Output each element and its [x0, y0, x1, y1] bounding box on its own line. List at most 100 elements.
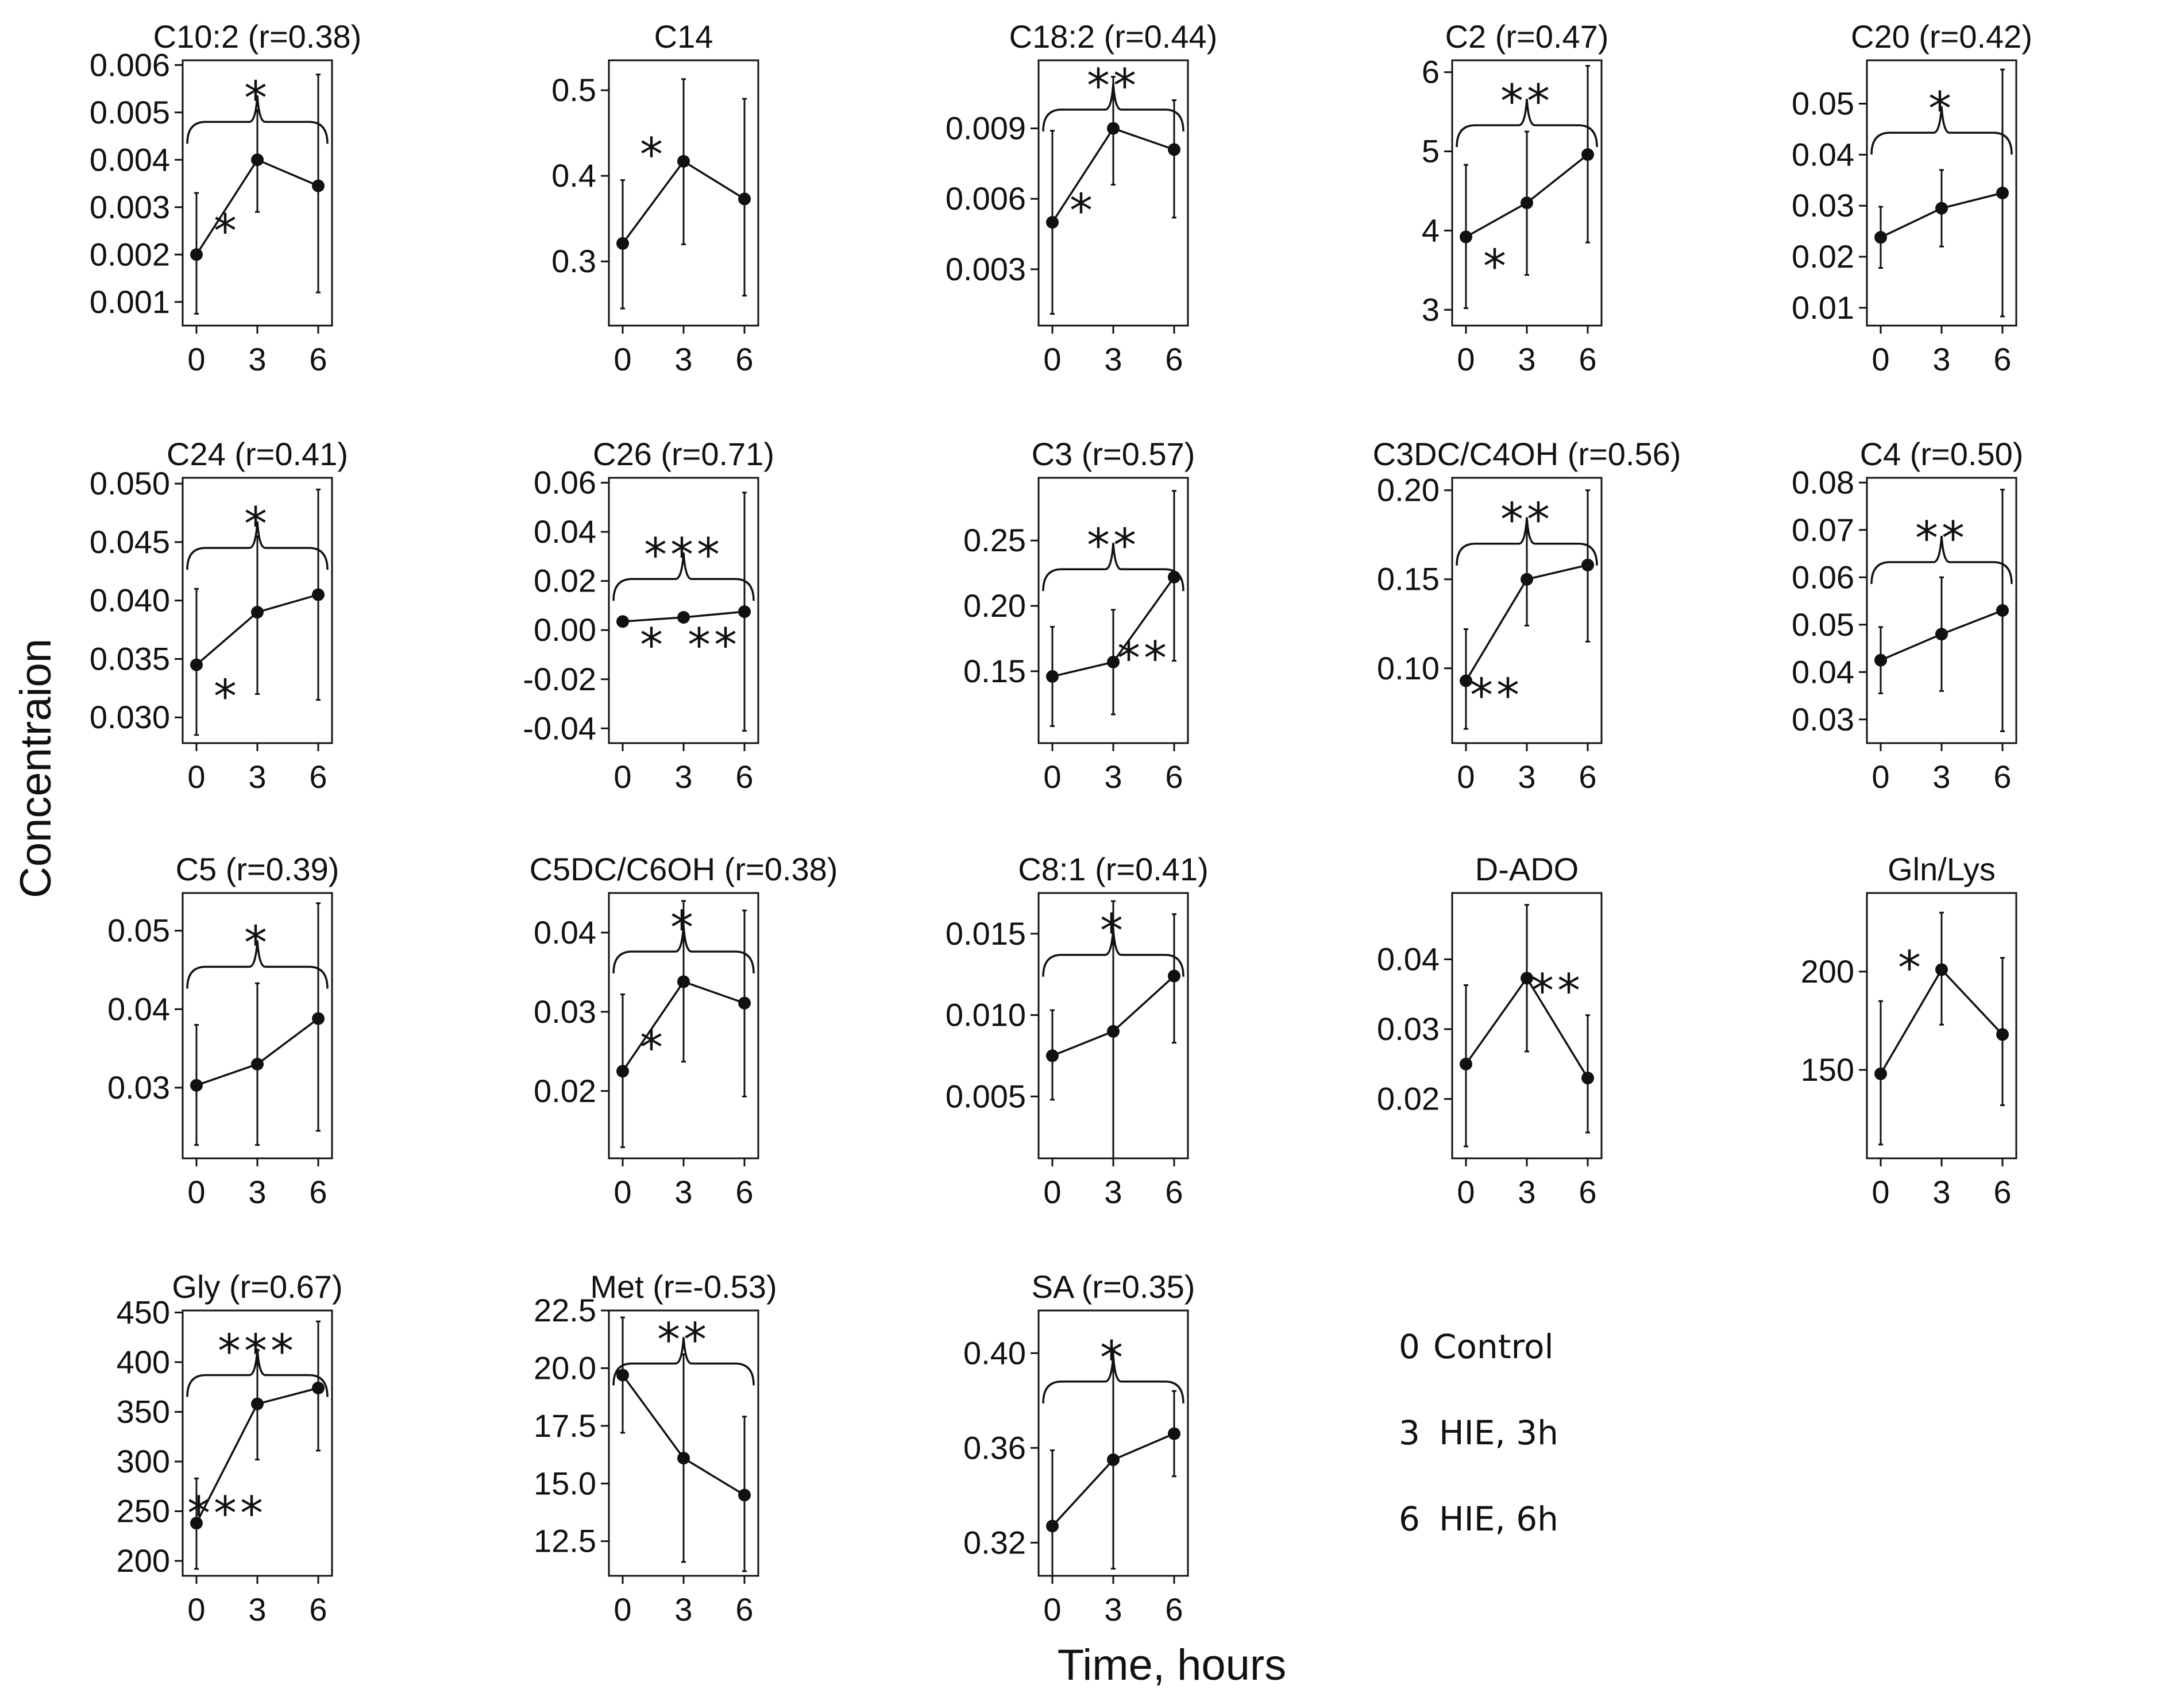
- x-tick-label: 0: [1457, 759, 1475, 795]
- x-tick-label: 6: [735, 341, 753, 377]
- data-point: [1521, 972, 1533, 985]
- y-tick-label: 350: [117, 1393, 170, 1429]
- panels: C10:2 (r=0.38)0.0010.0020.0030.0040.0050…: [90, 18, 2032, 1627]
- pair-stars: *: [640, 618, 666, 672]
- pair-stars: **: [1117, 632, 1170, 685]
- x-tick-label: 0: [187, 341, 205, 377]
- y-tick-label: 200: [1801, 953, 1854, 989]
- panel-12: C8:1 (r=0.41) 0.005 0.010 0.015 0 3 6 *: [946, 851, 1209, 1210]
- panel-17: SA (r=0.35) 0.32 0.36 0.40 0 3 6 *: [963, 1269, 1195, 1627]
- panel-title: C5DC/C6OH (r=0.38): [530, 851, 838, 887]
- y-tick-label: 0.04: [1377, 941, 1440, 977]
- data-point: [1460, 1057, 1472, 1070]
- y-tick-label: 15.0: [534, 1465, 596, 1501]
- y-tick-label: 150: [1801, 1051, 1854, 1088]
- data-point: [1581, 148, 1594, 161]
- pair-stars: *: [1070, 184, 1096, 238]
- bracket-stars: *: [1100, 904, 1126, 958]
- data-point: [616, 1368, 629, 1382]
- data-point: [1521, 573, 1533, 586]
- bracket-stars: **: [1915, 512, 1968, 565]
- pair-stars: **: [1470, 668, 1523, 722]
- y-tick-label: 0.02: [1792, 238, 1854, 275]
- significance-bracket: [1456, 98, 1598, 148]
- data-point: [616, 1065, 629, 1078]
- panel-title: C26 (r=0.71): [593, 436, 774, 472]
- data-point: [1874, 231, 1887, 244]
- pair-stars: **: [1531, 964, 1584, 1018]
- significance-bracket: [186, 95, 329, 144]
- x-tick-label: 6: [1165, 341, 1183, 377]
- data-point: [677, 975, 690, 988]
- legend-code-6: 6: [1399, 1499, 1420, 1538]
- panel-title: C20 (r=0.42): [1851, 18, 2032, 55]
- y-tick-label: 0.040: [90, 582, 170, 618]
- x-tick-label: 0: [1872, 1174, 1889, 1210]
- bracket-stars: ***: [218, 1324, 297, 1378]
- x-tick-label: 0: [1043, 341, 1061, 377]
- x-tick-label: 0: [1872, 341, 1889, 377]
- data-point: [251, 1057, 264, 1070]
- y-tick-label: 0.035: [90, 640, 170, 676]
- y-tick-label: 0.40: [963, 1335, 1026, 1371]
- pair-stars: ***: [187, 1487, 267, 1540]
- y-tick-label: 0.04: [107, 991, 170, 1027]
- x-tick-label: 6: [309, 341, 327, 377]
- x-tick-label: 3: [248, 1591, 266, 1627]
- panel-9: C4 (r=0.50) 0.03 0.04 0.05 0.06 0.07 0.08 0 3 6 **: [1792, 436, 2023, 795]
- pair-stars: *: [640, 128, 666, 181]
- x-tick-label: 0: [613, 759, 631, 795]
- panel-title: C5 (r=0.39): [176, 851, 339, 887]
- data-point: [677, 1452, 690, 1465]
- data-point: [1935, 963, 1948, 976]
- x-tick-label: 0: [613, 341, 631, 377]
- legend-code-0: 0: [1399, 1327, 1420, 1366]
- bracket-stars: ***: [644, 528, 723, 582]
- data-point: [1046, 216, 1059, 229]
- significance-bracket: [1042, 928, 1184, 977]
- y-tick-label: 0.15: [963, 653, 1026, 689]
- data-point: [1996, 187, 2009, 199]
- significance-bracket: [1456, 517, 1598, 566]
- x-tick-label: 3: [674, 341, 692, 377]
- x-tick-label: 6: [1165, 759, 1183, 795]
- y-tick-label: 200: [117, 1543, 170, 1579]
- y-tick-label: 0.04: [1792, 136, 1854, 172]
- data-point: [738, 996, 751, 1010]
- x-tick-label: 0: [1457, 1174, 1475, 1210]
- y-tick-label: 5: [1422, 133, 1440, 169]
- panel-title: D-ADO: [1475, 851, 1579, 887]
- bracket-stars: **: [657, 1313, 710, 1366]
- y-tick-label: 250: [117, 1493, 170, 1529]
- y-tick-label: 0.05: [107, 913, 170, 949]
- panel-title: C3DC/C4OH (r=0.56): [1373, 436, 1681, 472]
- data-point: [738, 605, 751, 618]
- x-tick-label: 0: [613, 1591, 631, 1627]
- x-tick-label: 6: [735, 759, 753, 795]
- panel-title: C4 (r=0.50): [1860, 436, 2024, 472]
- legend-code-3: 3: [1399, 1413, 1420, 1452]
- significance-bracket: [186, 521, 329, 570]
- y-tick-label: 0.04: [1792, 654, 1854, 690]
- y-tick-label: 0.06: [534, 465, 596, 501]
- y-tick-label: 0.32: [963, 1524, 1026, 1560]
- x-tick-label: 6: [1579, 759, 1596, 795]
- data-point: [312, 179, 325, 192]
- data-point: [1996, 604, 2009, 617]
- data-point: [616, 615, 629, 628]
- panel-title: C2 (r=0.47): [1445, 18, 1609, 55]
- x-tick-label: 3: [1518, 1174, 1535, 1210]
- data-point: [251, 606, 264, 619]
- data-point: [312, 1012, 325, 1025]
- y-tick-label: 0.08: [1792, 464, 1854, 500]
- x-tick-label: 0: [187, 759, 205, 795]
- y-tick-label: 0.005: [946, 1078, 1026, 1114]
- significance-bracket: [612, 925, 755, 974]
- y-tick-label: 0.02: [1377, 1081, 1440, 1117]
- significance-bracket: [612, 1337, 755, 1386]
- data-point: [1874, 1067, 1887, 1080]
- pair-stars: *: [214, 670, 240, 724]
